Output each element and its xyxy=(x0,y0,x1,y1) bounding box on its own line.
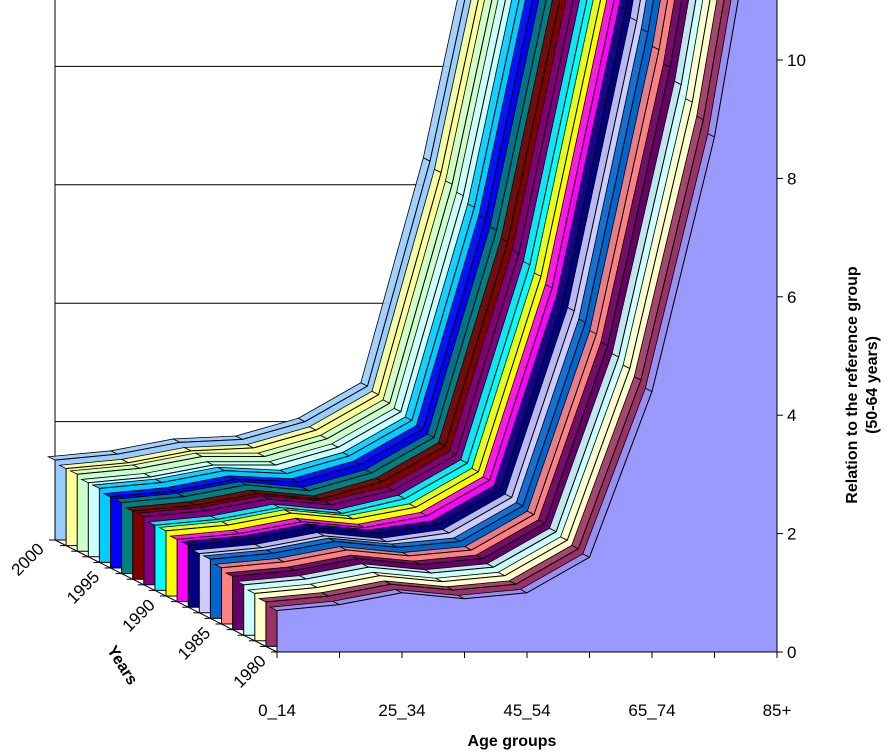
series-top-face xyxy=(707,0,739,138)
series-top-face xyxy=(674,0,697,86)
series-top-face xyxy=(662,0,683,68)
x-axis-title: Age groups xyxy=(468,733,557,750)
z-axis-title: Years xyxy=(103,643,140,688)
chart-series-group xyxy=(46,0,778,653)
series-top-face xyxy=(685,0,711,103)
series-top-face xyxy=(651,0,669,51)
series-top-face xyxy=(445,0,493,185)
series-top-face xyxy=(629,0,641,22)
y-tick-label: 0 xyxy=(787,643,796,662)
series-top-face xyxy=(696,0,725,121)
x-tick-label: 25_34 xyxy=(378,701,425,720)
y-axis-title: Relation to the reference group xyxy=(844,266,861,504)
y-tick-label: 10 xyxy=(787,51,806,70)
x-tick-label: 85+ xyxy=(763,701,792,720)
x-tick-label: 45_54 xyxy=(503,701,550,720)
y-tick-label: 4 xyxy=(787,406,796,425)
y-tick-label: 8 xyxy=(787,169,796,188)
depth-tick-label: 1985 xyxy=(174,623,214,663)
series-1980 xyxy=(268,0,778,653)
series-top-face xyxy=(618,0,628,10)
series-top-face xyxy=(195,452,265,457)
series-front-face xyxy=(276,0,778,653)
series-top-face xyxy=(640,0,654,33)
y-tick-label: 2 xyxy=(787,525,796,544)
y-tick-label: 6 xyxy=(787,288,796,307)
depth-tick-label: 1995 xyxy=(63,567,103,607)
series-top-face xyxy=(422,0,466,162)
series-top-face xyxy=(206,461,276,466)
depth-tick-label: 2000 xyxy=(8,539,48,579)
series-top-face xyxy=(433,0,479,174)
y-axis-subtitle: (50-64 years) xyxy=(864,336,881,434)
depth-tick-label: 1990 xyxy=(119,595,159,635)
depth-tick-label: 1980 xyxy=(230,651,270,691)
x-tick-label: 65_74 xyxy=(628,701,675,720)
x-tick-label: 0_14 xyxy=(258,701,296,720)
